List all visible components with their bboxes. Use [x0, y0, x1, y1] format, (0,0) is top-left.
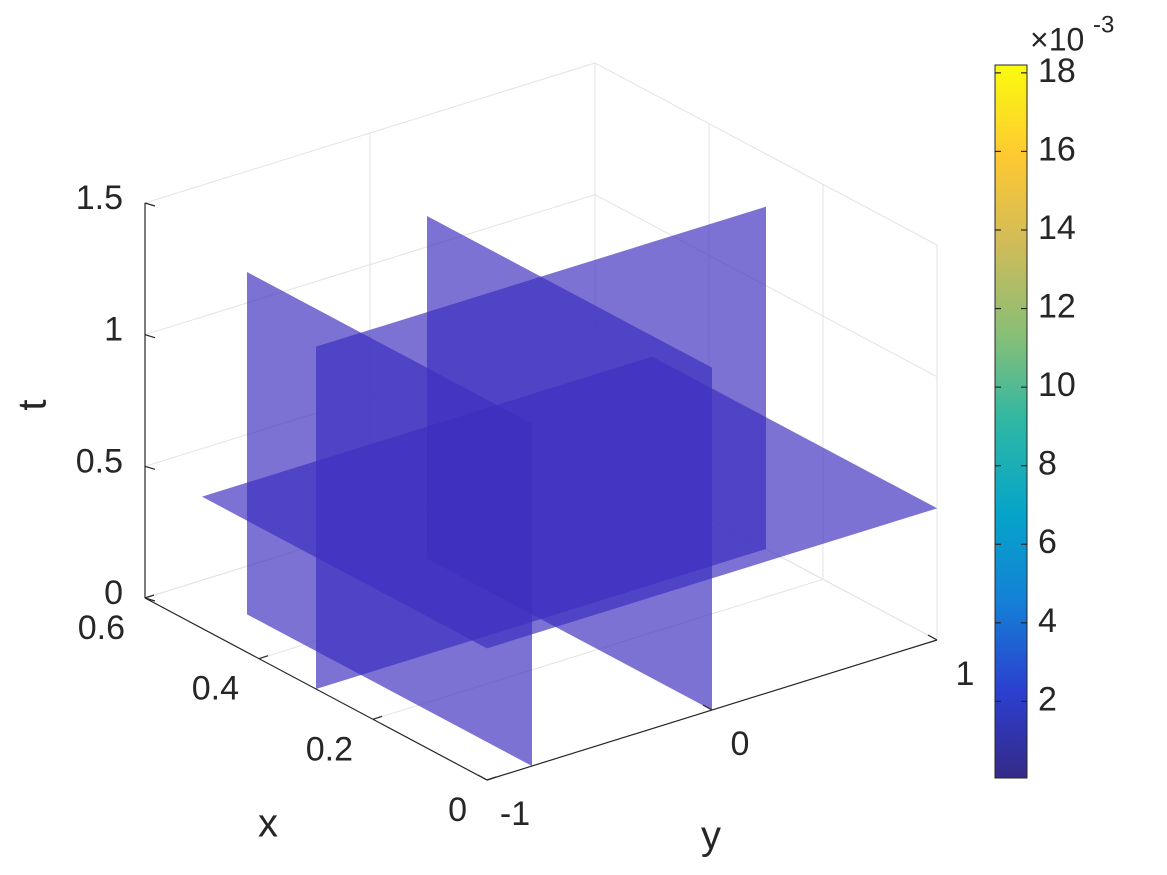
x-tick-label: 0.2	[306, 730, 353, 768]
slice	[316, 206, 766, 689]
y-tick-label: 1	[956, 655, 975, 693]
x-tick	[144, 594, 155, 599]
x-tick	[258, 655, 269, 660]
colorbar-tick-label: 6	[1038, 523, 1057, 561]
colorbar-ticks: 2 4 6 8 10 12 14 16 18	[995, 52, 1076, 718]
z-tick	[144, 334, 156, 339]
colorbar-tick-label: 2	[1038, 680, 1057, 718]
z-tick	[144, 597, 156, 602]
colorbar-tick-label: 14	[1038, 209, 1076, 247]
grid-line	[144, 62, 596, 204]
z-tick-label: 0.5	[76, 442, 123, 480]
y-tick-label: 0	[731, 725, 750, 763]
x-axis-label: x	[258, 802, 278, 846]
axes: 0 0.2 0.4 0.6 -1 0 1 0 0.5 1 1.5	[76, 179, 975, 833]
slices	[202, 206, 937, 766]
z-axis-label: t	[11, 399, 55, 410]
grid-line	[594, 62, 938, 246]
colorbar-exponent-base: ×10	[1030, 21, 1084, 57]
colorbar-tick-label: 8	[1038, 445, 1057, 483]
x-tick-label: 0.6	[78, 609, 125, 647]
x-tick-label: 0	[448, 791, 467, 829]
y-axis-label: y	[701, 814, 721, 858]
y-tick	[927, 634, 938, 641]
y-tick-label: -1	[500, 795, 530, 833]
x-tick	[372, 715, 383, 720]
z-tick-label: 1.5	[76, 179, 123, 217]
colorbar-tick-label: 16	[1038, 130, 1076, 168]
z-tick-label: 1	[104, 311, 123, 349]
z-tick-label: 0	[104, 574, 123, 612]
colorbar	[994, 64, 1028, 779]
z-tick	[144, 465, 156, 470]
z-tick	[144, 202, 156, 207]
grid-line	[144, 194, 596, 336]
colorbar-tick-label: 12	[1038, 288, 1076, 326]
x-axis-line	[144, 597, 488, 781]
colorbar-tick-label: 10	[1038, 366, 1076, 404]
colorbar-tick-label: 18	[1038, 52, 1076, 90]
y-tick	[702, 704, 713, 711]
x-tick	[486, 776, 497, 781]
y-tick	[477, 774, 488, 781]
colorbar-exponent: -3	[1093, 11, 1114, 38]
colorbar-tick-label: 4	[1038, 602, 1057, 640]
x-tick-label: 0.4	[192, 670, 239, 708]
